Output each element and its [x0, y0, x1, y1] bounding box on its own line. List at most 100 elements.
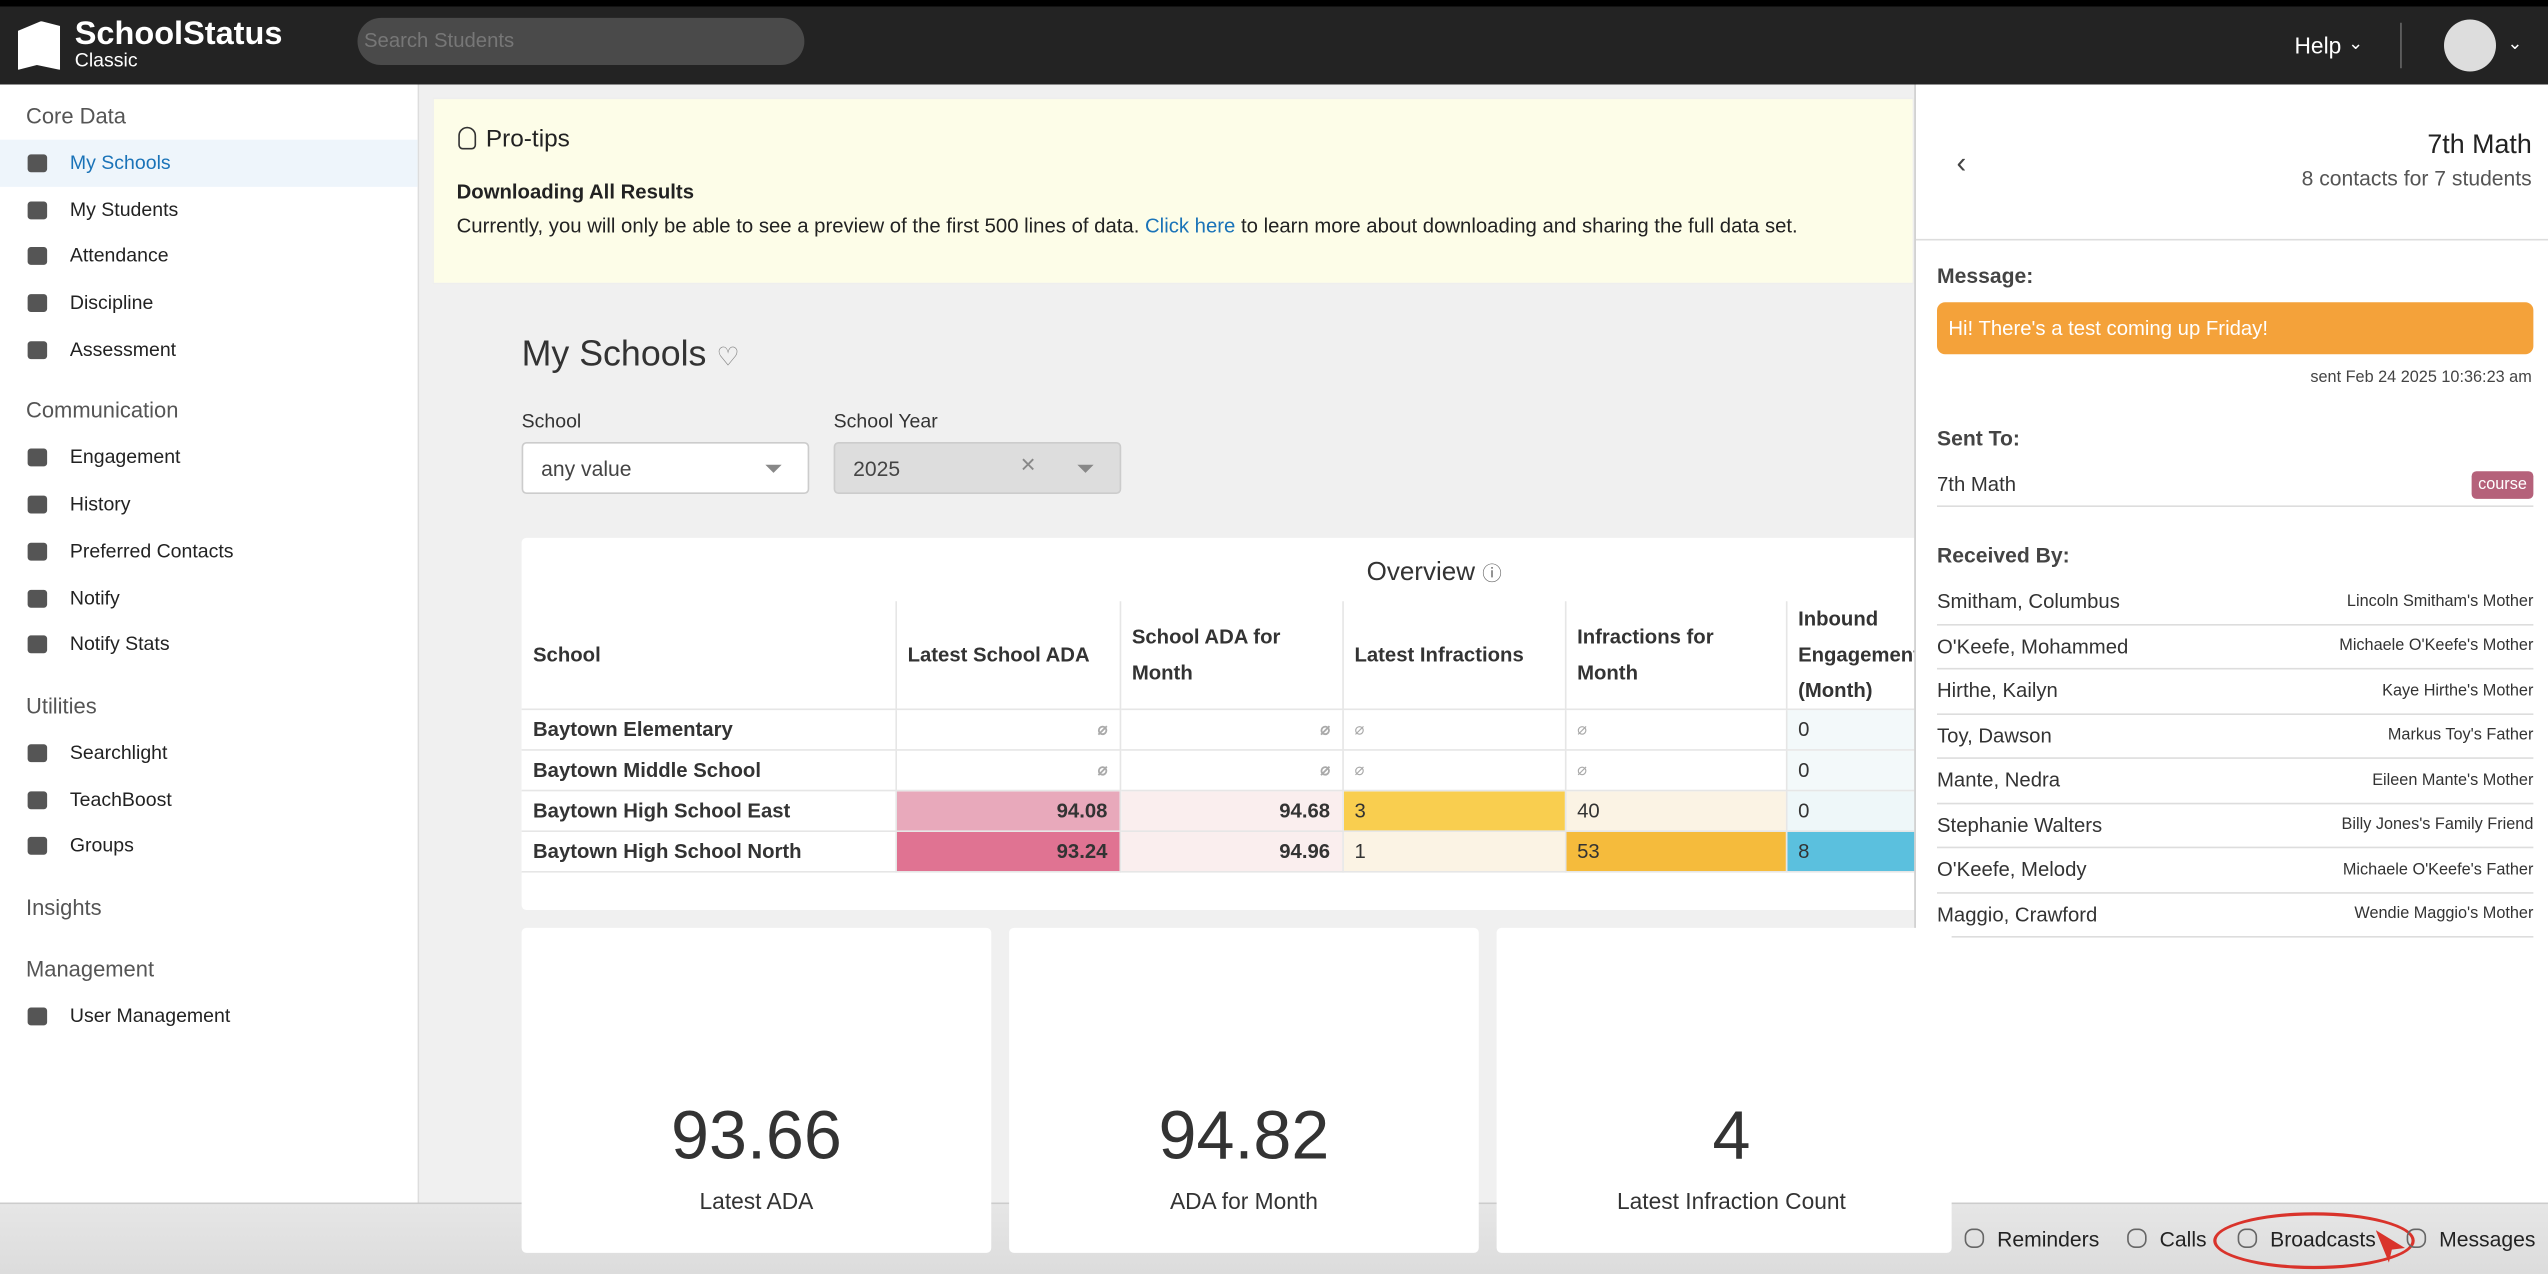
contact-name: Hirthe, Kailyn: [1937, 679, 2058, 703]
nav-item[interactable]: Notify Stats: [0, 621, 418, 668]
nav-item[interactable]: My Students: [0, 186, 418, 233]
avatar[interactable]: [2444, 19, 2496, 72]
info-icon[interactable]: ⓘ: [1482, 562, 1502, 585]
contact-row: O'Keefe, Melody Michaele O'Keefe's Father: [1937, 848, 2534, 893]
table-row: Baytown High School East 94.08 94.68 3 40 0: [521, 789, 1953, 832]
table-cell: ⌀: [894, 708, 1121, 751]
table-cell: 93.24: [894, 830, 1121, 873]
overview-table: School Latest School ADA School ADA for Mo…: [521, 601, 1953, 873]
text: Currently, you will only be able to see …: [456, 214, 1140, 238]
panel-title: 7th Math: [2427, 130, 2532, 160]
nav-icon: [27, 542, 48, 561]
table-cell: 1: [1341, 830, 1566, 873]
nav-item[interactable]: User Management: [0, 993, 418, 1040]
column-header: Latest School ADA: [894, 601, 1121, 711]
tab-label: Calls: [2159, 1226, 2207, 1252]
favorite[interactable]: ♡: [716, 344, 740, 373]
brand: SchoolStatus: [74, 16, 283, 52]
logo: [17, 21, 61, 70]
bottom-tab[interactable]: Reminders: [1964, 1226, 2100, 1252]
bottom-tab[interactable]: Broadcasts: [2237, 1227, 2376, 1251]
filter-value: any value: [541, 456, 632, 481]
table-cell: ⌀: [894, 749, 1121, 792]
nav-item[interactable]: Notify: [0, 574, 418, 621]
tab-label: Messages: [2439, 1226, 2536, 1252]
badge: course: [2471, 470, 2534, 499]
nav-icon: [27, 744, 48, 762]
nav-item[interactable]: Preferred Contacts: [0, 528, 418, 575]
nav-item[interactable]: TeachBoost: [0, 776, 418, 823]
nav-item[interactable]: Searchlight: [0, 729, 418, 776]
tab-icon: [2127, 1228, 2147, 1248]
kpi-value: 93.66: [671, 1096, 842, 1174]
back-button[interactable]: ‹: [1956, 146, 1967, 179]
sent-to: 7th Math: [1937, 472, 2017, 496]
table-cell: ⌀: [1341, 708, 1566, 751]
contact-row: Smitham, Columbus Lincoln Smitham's Mothe…: [1937, 580, 2534, 625]
overview-card: Overview ⓘ School Latest School ADA School…: [521, 537, 1953, 910]
kpi-card: 4 Latest Infraction Count: [1496, 927, 1952, 1253]
protips: Pro-tips Downloading All Results Current…: [432, 97, 1915, 285]
caret: [765, 464, 782, 481]
nav-icon: [27, 247, 48, 266]
received-label: Received By:: [1937, 542, 2070, 568]
nav-item[interactable]: Discipline: [0, 280, 418, 327]
column-header: Latest Infractions: [1341, 601, 1566, 711]
contact-relation: Wendie Maggio's Mother: [2354, 905, 2534, 924]
table-row: Baytown Middle School ⌀ ⌀ ⌀ ⌀ 0: [521, 749, 1953, 792]
nav-icon: [27, 449, 48, 468]
section-title: Utilities: [26, 693, 97, 719]
clear[interactable]: ×: [1020, 451, 1036, 480]
nav-item[interactable]: Attendance: [0, 233, 418, 280]
contact-name: Smitham, Columbus: [1937, 590, 2120, 614]
divider: [1915, 238, 2548, 241]
nav-icon: [27, 154, 48, 173]
nav-icon: [27, 635, 48, 654]
table-cell: 94.96: [1118, 830, 1344, 873]
tab-icon: [2406, 1228, 2427, 1248]
caret: [1077, 464, 1094, 481]
sidebar: Core Data My Schools My Students Attendance…: [0, 84, 420, 1203]
contact-name: Maggio, Crawford: [1937, 903, 2098, 926]
nav-icon: [27, 340, 48, 359]
nav-item[interactable]: History: [0, 481, 418, 528]
table-cell: ⌀: [1341, 749, 1566, 792]
nav-item[interactable]: Groups: [0, 823, 418, 870]
contact-relation: Markus Toy's Father: [2387, 726, 2534, 745]
table-cell: 94.08: [894, 789, 1121, 832]
tab-label: Reminders: [1997, 1226, 2100, 1252]
nav-item[interactable]: Assessment: [0, 326, 418, 373]
table-cell: ⌀: [1564, 708, 1787, 751]
contact-name: Mante, Nedra: [1937, 769, 2061, 792]
kpi-card: 94.82 ADA for Month: [1009, 927, 1479, 1253]
message-label: Message:: [1937, 263, 2034, 288]
filter-select[interactable]: any value: [521, 442, 810, 494]
kpi-label: Latest ADA: [699, 1187, 814, 1214]
overview-title: Overview ⓘ: [1367, 559, 1502, 588]
link[interactable]: Click here: [1145, 214, 1236, 238]
school-name: Baytown Elementary: [521, 708, 897, 751]
nav-item[interactable]: My Schools: [0, 139, 418, 187]
filter-value: 2025: [853, 456, 901, 481]
nav-item[interactable]: Engagement: [0, 435, 418, 482]
school-name: Baytown High School North: [521, 830, 897, 873]
caret: ⌄: [2507, 34, 2523, 54]
contact-name: O'Keefe, Melody: [1937, 858, 2087, 882]
sent-time: sent Feb 24 2025 10:36:23 am: [2310, 368, 2532, 387]
bottom-tab[interactable]: Messages: [2406, 1226, 2536, 1252]
filter-select[interactable]: 2025 ×: [833, 442, 1122, 494]
kpi-label: ADA for Month: [1169, 1187, 1318, 1214]
brand-sub: Classic: [74, 48, 138, 72]
sent-to-row: 7th Math course: [1937, 463, 2534, 507]
help-menu[interactable]: Help: [2294, 32, 2342, 59]
bottom-tab[interactable]: Calls: [2127, 1226, 2207, 1252]
protips-text: Currently, you will only be able to see …: [457, 215, 1798, 238]
contact-row: Hirthe, Kailyn Kaye Hirthe's Mother: [1937, 670, 2534, 715]
contact-name: Stephanie Walters: [1937, 813, 2103, 837]
search-box[interactable]: Search Students: [357, 17, 805, 65]
column-header: School: [521, 601, 897, 711]
table-cell: ⌀: [1118, 708, 1344, 751]
section-title: Core Data: [26, 104, 126, 129]
